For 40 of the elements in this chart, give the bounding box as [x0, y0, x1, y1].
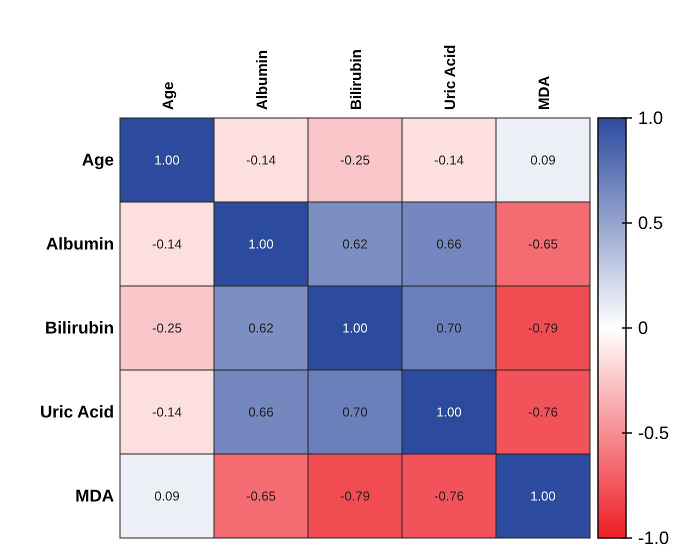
data-label: 1.00: [248, 236, 274, 252]
data-label: -0.79: [340, 488, 370, 504]
y-tick-label: Bilirubin: [45, 318, 114, 338]
data-label: -0.14: [434, 152, 464, 168]
data-label: -0.14: [152, 236, 182, 252]
data-label: -0.25: [340, 152, 370, 168]
y-tick-label: Uric Acid: [40, 402, 114, 422]
data-label: 1.00: [342, 320, 368, 336]
data-label: 1.00: [154, 152, 180, 168]
color-bar-label: -0.5: [638, 423, 670, 443]
color-bar-label: 1.0: [638, 108, 664, 128]
data-label: -0.76: [434, 488, 464, 504]
y-tick-label: Albumin: [46, 234, 114, 254]
data-label: -0.14: [246, 152, 276, 168]
data-label: 0.66: [248, 404, 274, 420]
data-label: -0.25: [152, 320, 182, 336]
data-label: -0.65: [246, 488, 276, 504]
data-label: 0.09: [154, 488, 180, 504]
y-tick-label: MDA: [75, 486, 114, 506]
data-label: 0.66: [436, 236, 462, 252]
data-label: -0.76: [528, 404, 558, 420]
x-tick-label: Age: [160, 82, 177, 110]
x-tick-label: Bilirubin: [348, 49, 365, 110]
x-tick-label: MDA: [536, 76, 553, 110]
x-tick-label: Albumin: [254, 50, 271, 110]
data-label: -0.14: [152, 404, 182, 420]
color-bar-label: 0: [638, 318, 648, 338]
data-label: 0.70: [436, 320, 462, 336]
data-label: 1.00: [530, 488, 556, 504]
color-bar-label: 0.5: [638, 213, 664, 233]
data-label: -0.65: [528, 236, 558, 252]
x-tick-label: Uric Acid: [442, 44, 459, 110]
data-label: 0.62: [342, 236, 368, 252]
color-bar-label: -1.0: [638, 528, 670, 548]
data-label: 1.00: [436, 404, 462, 420]
data-label: 0.09: [530, 152, 556, 168]
y-tick-label: Age: [82, 150, 114, 170]
data-label: 0.62: [248, 320, 274, 336]
data-label: -0.79: [528, 320, 558, 336]
data-label: 0.70: [342, 404, 368, 420]
